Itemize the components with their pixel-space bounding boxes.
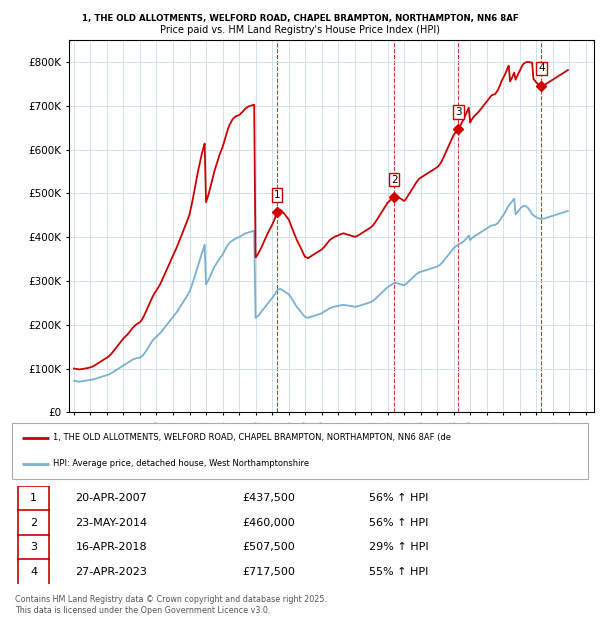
FancyBboxPatch shape xyxy=(18,534,49,560)
Text: 56% ↑ HPI: 56% ↑ HPI xyxy=(369,494,428,503)
Text: 20-APR-2007: 20-APR-2007 xyxy=(76,494,147,503)
FancyBboxPatch shape xyxy=(18,510,49,536)
Text: 4: 4 xyxy=(30,567,37,577)
Text: Contains HM Land Registry data © Crown copyright and database right 2025.: Contains HM Land Registry data © Crown c… xyxy=(15,595,327,604)
Text: HPI: Average price, detached house, West Northamptonshire: HPI: Average price, detached house, West… xyxy=(53,459,310,468)
Text: Price paid vs. HM Land Registry's House Price Index (HPI): Price paid vs. HM Land Registry's House … xyxy=(160,25,440,35)
Text: 2: 2 xyxy=(391,175,397,185)
Text: 1: 1 xyxy=(274,190,280,200)
Text: 4: 4 xyxy=(538,63,545,74)
Text: 29% ↑ HPI: 29% ↑ HPI xyxy=(369,542,429,552)
Text: 1, THE OLD ALLOTMENTS, WELFORD ROAD, CHAPEL BRAMPTON, NORTHAMPTON, NN6 8AF: 1, THE OLD ALLOTMENTS, WELFORD ROAD, CHA… xyxy=(82,14,518,23)
FancyBboxPatch shape xyxy=(18,485,49,511)
Text: 16-APR-2018: 16-APR-2018 xyxy=(76,542,147,552)
Text: 1, THE OLD ALLOTMENTS, WELFORD ROAD, CHAPEL BRAMPTON, NORTHAMPTON, NN6 8AF (de: 1, THE OLD ALLOTMENTS, WELFORD ROAD, CHA… xyxy=(53,433,451,443)
FancyBboxPatch shape xyxy=(12,423,588,479)
Text: 55% ↑ HPI: 55% ↑ HPI xyxy=(369,567,428,577)
FancyBboxPatch shape xyxy=(18,559,49,585)
Text: 27-APR-2023: 27-APR-2023 xyxy=(76,567,147,577)
Text: £460,000: £460,000 xyxy=(242,518,295,528)
Text: £437,500: £437,500 xyxy=(242,494,295,503)
Text: £507,500: £507,500 xyxy=(242,542,295,552)
Text: 1: 1 xyxy=(30,494,37,503)
Text: £717,500: £717,500 xyxy=(242,567,295,577)
Text: 56% ↑ HPI: 56% ↑ HPI xyxy=(369,518,428,528)
Text: 3: 3 xyxy=(30,542,37,552)
Text: 23-MAY-2014: 23-MAY-2014 xyxy=(76,518,148,528)
Text: This data is licensed under the Open Government Licence v3.0.: This data is licensed under the Open Gov… xyxy=(15,606,271,616)
Text: 3: 3 xyxy=(455,107,462,117)
Text: 2: 2 xyxy=(30,518,37,528)
